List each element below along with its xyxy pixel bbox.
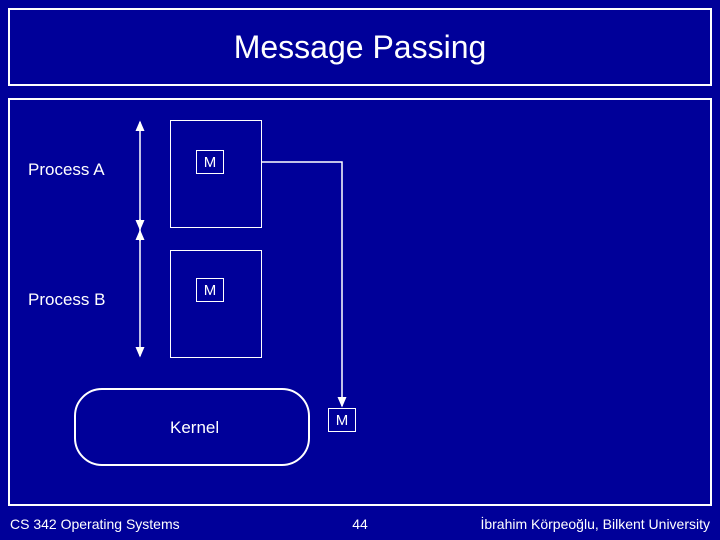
- arrows-svg: [0, 0, 720, 540]
- bent-arrow-to-kernel: [262, 162, 342, 406]
- footer-left: CS 342 Operating Systems: [10, 516, 180, 532]
- footer-page-number: 44: [352, 516, 368, 532]
- footer-right: İbrahim Körpeoğlu, Bilkent University: [480, 516, 710, 532]
